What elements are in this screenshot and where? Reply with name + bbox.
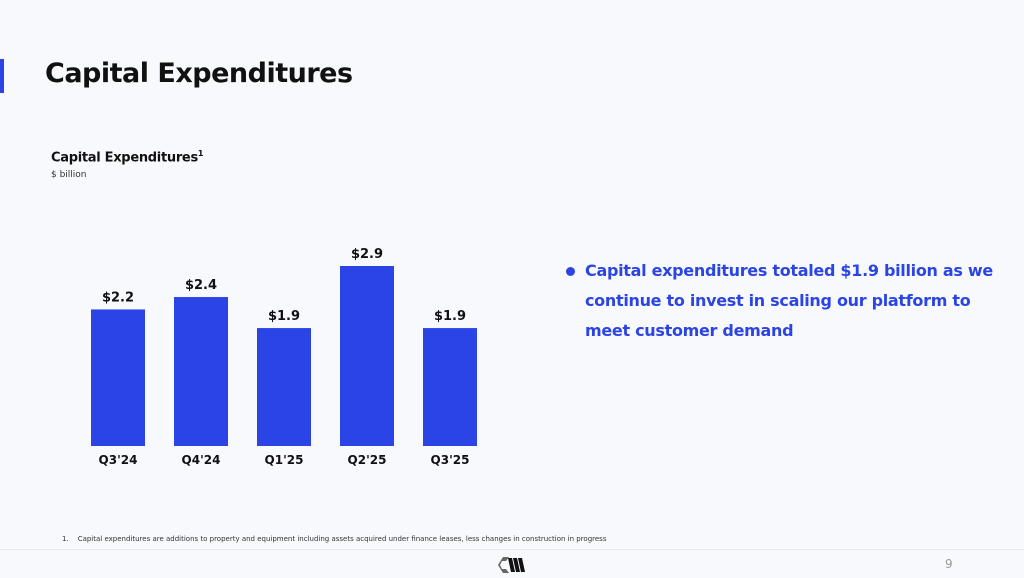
x-tick-label: Q1'25 <box>265 453 304 467</box>
bar-Q4'24 <box>174 297 228 446</box>
data-label: $2.9 <box>351 247 383 262</box>
x-tick-label: Q2'25 <box>348 453 387 467</box>
data-label: $1.9 <box>434 309 466 324</box>
data-label: $2.4 <box>185 278 217 293</box>
title-accent-bar <box>0 59 4 93</box>
footnote-number: 1. <box>62 535 69 543</box>
data-label: $1.9 <box>268 309 300 324</box>
x-tick-label: Q4'24 <box>182 453 221 467</box>
footnote-ref: 1 <box>197 149 204 158</box>
footnote: 1. Capital expenditures are additions to … <box>62 535 606 543</box>
footer-divider <box>0 549 1024 550</box>
bar-Q2'25 <box>340 266 394 446</box>
chart-title: Capital Expenditures1 <box>51 149 203 165</box>
page-number: 9 <box>945 557 953 571</box>
footnote-text: Capital expenditures are additions to pr… <box>77 535 607 543</box>
bar-Q3'24 <box>91 309 145 446</box>
data-label: $2.2 <box>102 290 134 305</box>
bullet-dot-icon <box>566 267 575 276</box>
x-tick-label: Q3'24 <box>99 453 138 467</box>
company-logo <box>497 556 527 578</box>
bar-chart: $2.2 Q3'24 $2.4 Q4'24 $1.9 Q1'25 $2.9 Q2'25 $1.9… <box>91 247 477 467</box>
chart-title-text: Capital Expenditures <box>51 150 198 166</box>
bar-Q1'25 <box>257 328 311 446</box>
x-tick-label: Q3'25 <box>431 453 470 467</box>
page-title: Capital Expenditures <box>45 58 353 89</box>
chart-unit-label: $ billion <box>51 170 87 180</box>
bullet-point: Capital expenditures totaled $1.9 billio… <box>566 256 1005 346</box>
bar-Q3'25 <box>423 328 477 446</box>
bullet-text: Capital expenditures totaled $1.9 billio… <box>585 261 993 340</box>
